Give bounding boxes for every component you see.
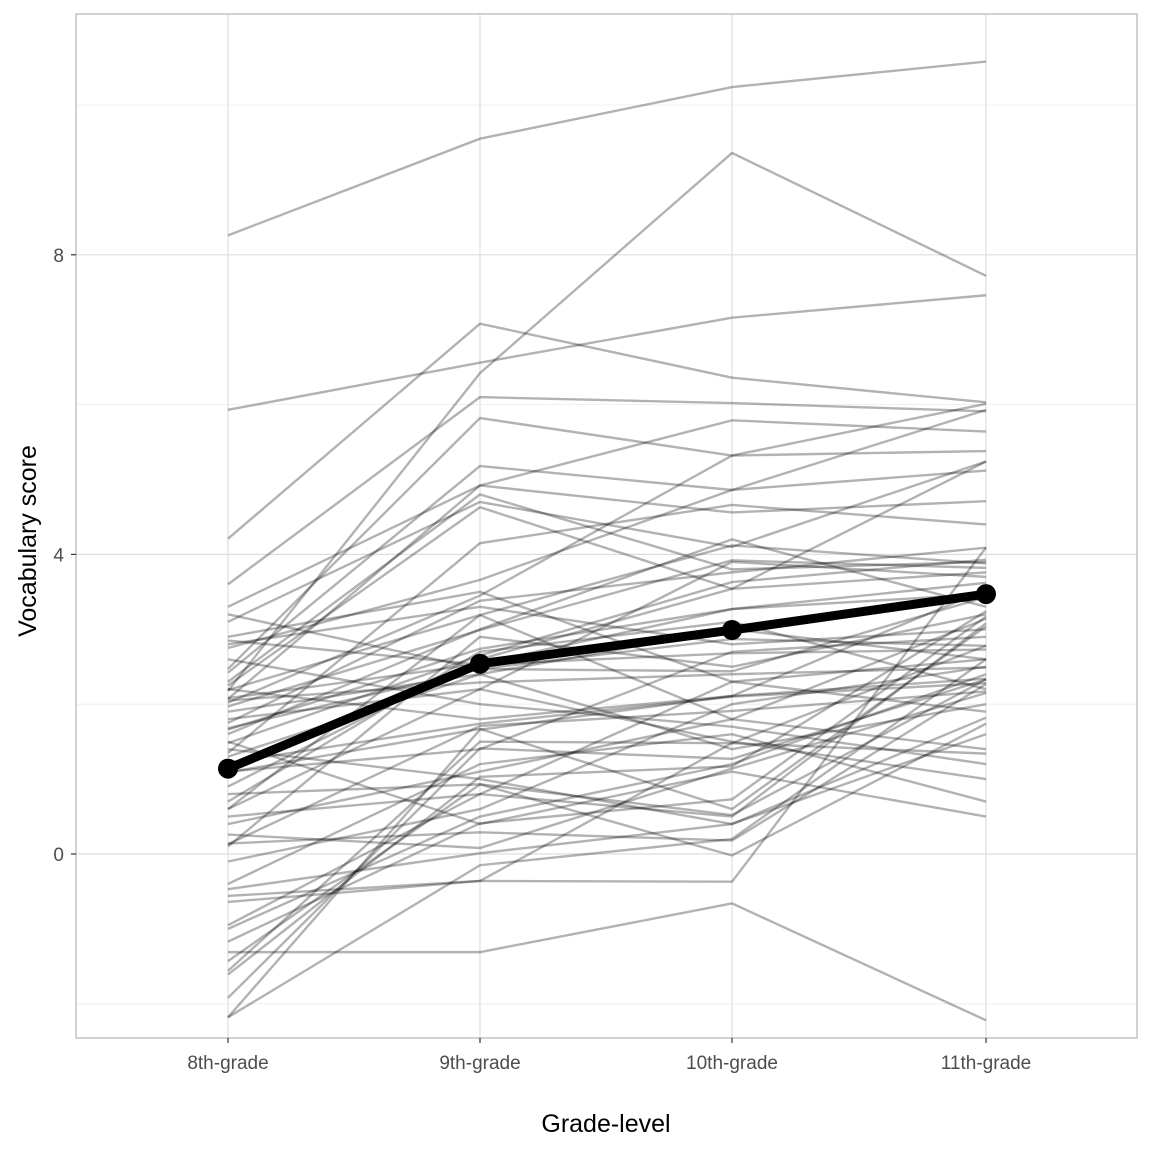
mean-point — [722, 620, 742, 641]
individual-lines — [227, 60, 987, 1022]
individual-line — [227, 628, 987, 713]
individual-line — [227, 408, 987, 674]
individual-line — [227, 592, 987, 700]
individual-line — [227, 691, 987, 850]
individual-line — [227, 460, 987, 623]
individual-line — [227, 560, 987, 721]
individual-line — [227, 678, 987, 817]
individual-line — [227, 644, 987, 972]
x-axis-ticks: 8th-grade 9th-grade 10th-grade 11th-grade — [187, 1038, 1031, 1074]
mean-line — [226, 589, 987, 773]
individual-line — [227, 678, 987, 999]
x-tick-label: 8th-grade — [187, 1053, 268, 1074]
individual-line — [227, 571, 987, 788]
individual-line — [227, 581, 987, 731]
individual-line — [227, 615, 987, 943]
x-tick-label: 9th-grade — [439, 1053, 520, 1074]
x-axis-title: Grade-level — [541, 1110, 670, 1138]
individual-line — [227, 740, 987, 826]
individual-line — [227, 419, 987, 608]
individual-line — [227, 741, 987, 898]
individual-line — [227, 666, 987, 702]
individual-line — [227, 639, 987, 666]
individual-line — [227, 665, 987, 863]
individual-line — [227, 687, 987, 811]
y-axis-title: Vocabulary score — [14, 445, 42, 637]
individual-line — [227, 558, 987, 745]
individual-line — [227, 595, 987, 730]
y-tick-label: 4 — [53, 545, 64, 566]
individual-line — [227, 680, 987, 818]
individual-line — [227, 590, 987, 683]
individual-line — [227, 605, 987, 646]
individual-line — [227, 722, 987, 963]
individual-line — [227, 416, 987, 670]
individual-line — [227, 484, 987, 700]
individual-line — [227, 732, 987, 886]
individual-line — [227, 538, 987, 736]
individual-line — [227, 716, 987, 891]
mean-point — [976, 584, 996, 605]
individual-line — [227, 717, 987, 826]
individual-line — [227, 322, 987, 540]
individual-line — [227, 60, 987, 237]
individual-line — [227, 682, 987, 845]
individual-line — [228, 902, 987, 1022]
individual-line — [227, 658, 987, 766]
individual-line — [227, 658, 987, 1019]
y-tick-label: 8 — [53, 246, 64, 267]
individual-line — [227, 733, 987, 826]
individual-line — [227, 546, 987, 904]
individual-line — [227, 469, 987, 650]
individual-line — [227, 690, 987, 846]
individual-line — [227, 588, 987, 1019]
individual-line — [227, 503, 987, 754]
individual-line — [227, 625, 987, 811]
individual-line — [227, 460, 987, 687]
x-tick-label: 10th-grade — [686, 1053, 778, 1074]
individual-line — [227, 151, 987, 692]
individual-line — [227, 559, 987, 708]
individual-line — [227, 620, 987, 803]
grid-lines — [76, 14, 1137, 1038]
individual-line — [227, 673, 987, 930]
individual-line — [227, 546, 987, 725]
individual-line — [227, 544, 987, 692]
individual-line — [227, 493, 987, 683]
individual-line — [227, 635, 987, 773]
mean-point — [470, 653, 490, 674]
x-tick-label: 11th-grade — [941, 1053, 1032, 1074]
y-tick-label: 0 — [53, 845, 64, 866]
individual-line — [227, 622, 987, 927]
individual-line — [227, 294, 987, 412]
y-axis-ticks: 0 4 8 — [53, 246, 76, 866]
individual-line — [227, 610, 987, 976]
individual-line — [227, 677, 987, 721]
panel-border — [75, 13, 1138, 1039]
individual-line — [227, 613, 987, 671]
mean-trajectory — [218, 584, 996, 779]
individual-line — [227, 395, 987, 586]
individual-line — [227, 402, 987, 704]
individual-line — [227, 682, 987, 764]
individual-line — [227, 613, 987, 848]
mean-point — [218, 758, 238, 779]
